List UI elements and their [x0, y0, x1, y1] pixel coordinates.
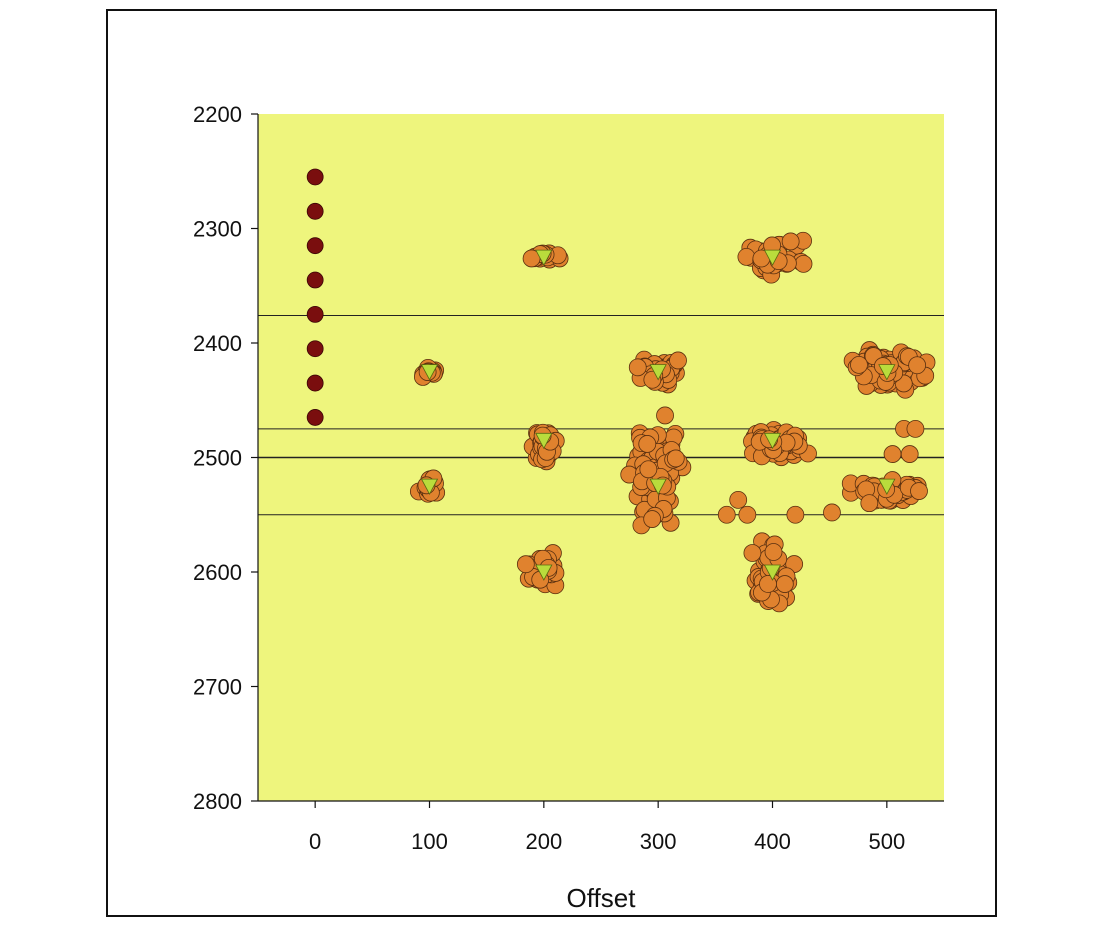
event-point: [908, 356, 927, 375]
source-point: [420, 364, 439, 381]
event-point: [781, 232, 800, 251]
source-point: [649, 364, 667, 381]
x-tick-label: 400: [754, 829, 791, 854]
event-point: [883, 445, 902, 463]
event-point: [823, 503, 841, 522]
event-point: [628, 358, 647, 377]
event-point: [729, 490, 748, 509]
receiver-point: [306, 237, 324, 255]
y-tick-label: 2400: [193, 331, 242, 356]
data-points: [306, 168, 936, 613]
source-point: [878, 478, 896, 495]
y-tick-label: 2600: [193, 560, 242, 585]
source-point: [649, 478, 667, 495]
y-tick-label: 2200: [193, 102, 242, 127]
event-point: [669, 351, 687, 370]
event-point: [656, 406, 674, 425]
event-point: [900, 445, 919, 463]
receiver-point: [306, 202, 324, 220]
event-point: [786, 505, 805, 524]
receiver-point: [306, 340, 324, 358]
source-point: [535, 564, 553, 581]
event-point: [666, 449, 685, 468]
x-tick-label: 300: [640, 829, 677, 854]
source-point: [420, 478, 439, 495]
event-point: [743, 544, 762, 562]
x-axis-title: Offset: [567, 883, 637, 913]
event-point: [775, 575, 794, 593]
y-tick-label: 2500: [193, 446, 242, 471]
source-point: [763, 249, 782, 266]
x-tick-label: 0: [309, 829, 321, 854]
x-tick-label: 200: [525, 829, 562, 854]
event-point: [737, 247, 756, 266]
event-point: [738, 505, 757, 524]
receiver-point: [306, 374, 324, 392]
y-tick-label: 2800: [193, 789, 242, 814]
x-tick-label: 500: [868, 829, 905, 854]
event-point: [906, 419, 925, 438]
event-point: [717, 505, 736, 524]
receiver-point: [306, 271, 324, 289]
source-point: [535, 249, 553, 266]
y-axis: 2200 2300 2400 2500 2600 2700 2800: [193, 102, 259, 814]
source-point: [535, 432, 553, 450]
event-point: [643, 510, 662, 528]
receiver-point: [306, 305, 324, 323]
event-point: [764, 543, 783, 561]
event-point: [850, 355, 868, 374]
receiver-point: [306, 168, 324, 186]
event-point: [516, 555, 535, 574]
event-point: [910, 482, 928, 500]
y-tick-label: 2700: [193, 675, 242, 700]
event-point: [638, 435, 657, 453]
y-tick-label: 2300: [193, 217, 242, 242]
receiver-point: [306, 409, 324, 426]
source-point: [878, 364, 896, 381]
event-point: [794, 254, 813, 273]
x-axis: 0 100 200 300 400 500: [258, 800, 944, 854]
source-point: [763, 564, 782, 581]
event-point: [860, 494, 879, 513]
x-tick-label: 100: [411, 829, 448, 854]
source-point: [763, 432, 782, 450]
event-point: [639, 460, 658, 479]
